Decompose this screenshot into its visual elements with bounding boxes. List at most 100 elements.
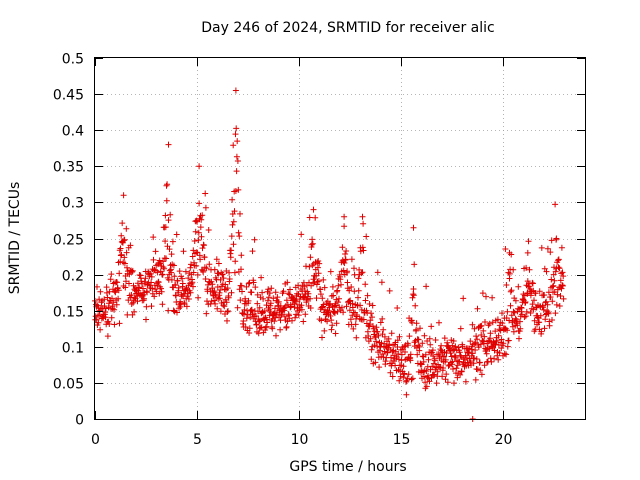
data-point <box>409 375 416 382</box>
data-point <box>423 283 430 290</box>
data-point <box>405 342 412 349</box>
data-point <box>482 319 488 325</box>
data-point <box>471 355 478 362</box>
data-point <box>555 264 562 271</box>
data-point <box>432 337 439 343</box>
data-point <box>102 309 109 316</box>
data-point <box>315 258 322 264</box>
data-point <box>307 254 314 261</box>
data-point <box>543 268 550 275</box>
data-point <box>224 308 231 315</box>
data-point <box>334 308 341 315</box>
data-point <box>272 289 279 296</box>
data-point <box>439 373 446 380</box>
data-point <box>358 270 365 277</box>
data-point <box>151 266 158 273</box>
data-point <box>265 294 272 301</box>
data-point <box>406 333 413 340</box>
data-point <box>505 269 512 276</box>
data-point <box>254 300 261 307</box>
data-point <box>413 326 420 333</box>
data-point <box>263 323 270 330</box>
data-point <box>220 302 227 309</box>
data-point <box>147 270 154 277</box>
data-point <box>343 303 350 310</box>
data-point <box>195 237 202 244</box>
data-point <box>123 225 130 232</box>
data-point <box>128 292 135 298</box>
data-point <box>385 335 392 342</box>
data-point <box>284 279 291 286</box>
data-point <box>515 283 522 290</box>
data-point <box>420 358 427 365</box>
data-point <box>360 220 367 227</box>
data-point <box>501 350 508 357</box>
data-point <box>307 295 314 302</box>
data-point <box>450 366 456 372</box>
data-point <box>148 303 155 310</box>
data-point <box>104 333 111 340</box>
data-point <box>190 283 196 290</box>
data-point <box>142 275 149 282</box>
data-point <box>95 319 102 326</box>
data-point <box>427 341 434 348</box>
data-point <box>235 186 242 193</box>
data-point <box>411 261 418 268</box>
data-point <box>544 245 551 252</box>
data-point <box>348 284 355 290</box>
data-point <box>211 266 218 273</box>
data-point <box>529 279 536 286</box>
data-point <box>388 354 394 361</box>
data-point <box>458 368 465 375</box>
data-point <box>175 284 182 291</box>
data-point <box>378 279 385 286</box>
data-point <box>309 240 316 247</box>
data-point <box>195 294 202 301</box>
data-point <box>209 281 216 288</box>
data-point <box>359 269 366 276</box>
data-point <box>103 284 110 291</box>
data-point <box>460 295 467 302</box>
data-point <box>252 284 259 291</box>
data-point <box>374 328 381 335</box>
data-point <box>158 288 165 295</box>
data-point <box>246 325 253 332</box>
data-point <box>357 302 364 309</box>
data-point <box>310 276 317 283</box>
data-point <box>165 307 172 314</box>
data-point <box>320 276 327 283</box>
data-point <box>525 238 532 245</box>
data-point <box>152 248 159 255</box>
data-point <box>401 370 408 377</box>
data-point <box>558 244 565 251</box>
data-point <box>434 368 441 375</box>
data-point <box>292 314 299 321</box>
data-point <box>327 313 334 319</box>
data-point <box>457 371 464 378</box>
data-point <box>277 326 284 333</box>
data-point <box>111 306 118 313</box>
data-point <box>338 281 344 288</box>
data-point <box>173 231 180 238</box>
data-point <box>404 375 411 382</box>
data-point <box>234 158 241 164</box>
data-point <box>113 301 120 308</box>
data-point <box>426 335 433 342</box>
data-point <box>483 350 490 357</box>
data-point <box>431 372 438 378</box>
data-point <box>187 289 194 296</box>
data-points <box>92 87 567 422</box>
data-point <box>337 276 344 283</box>
data-point <box>473 356 480 362</box>
data-point <box>179 280 186 287</box>
data-point <box>548 237 555 244</box>
data-point <box>253 313 259 319</box>
data-point <box>351 265 357 272</box>
data-point <box>394 305 401 311</box>
y-tick-label: 0.35 <box>53 160 84 176</box>
data-point <box>109 305 116 312</box>
data-point <box>344 279 351 286</box>
data-point <box>328 317 335 324</box>
data-point <box>462 378 469 385</box>
data-point <box>428 375 435 381</box>
